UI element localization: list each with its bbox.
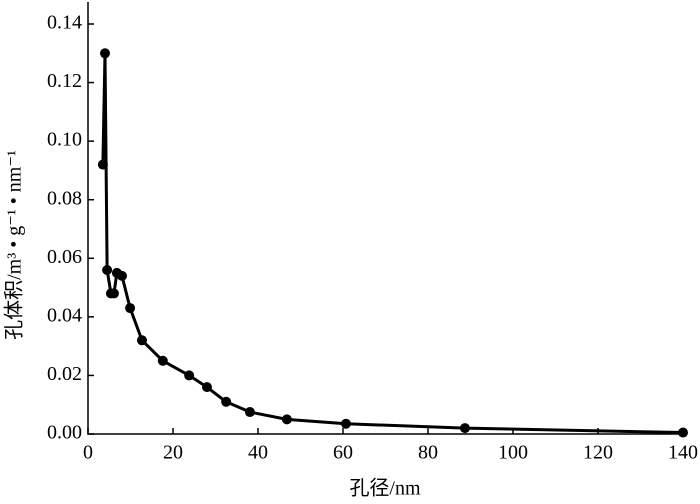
y-tick-label: 0.10 xyxy=(47,129,82,151)
y-tick-label: 0.06 xyxy=(47,246,82,268)
x-tick-label: 0 xyxy=(83,442,93,464)
x-tick-label: 100 xyxy=(498,442,528,464)
point xyxy=(202,382,212,393)
x-tick-label: 20 xyxy=(163,442,183,464)
point xyxy=(281,414,292,425)
point xyxy=(184,370,195,381)
y-tick-label: 0.04 xyxy=(47,304,82,326)
point xyxy=(102,265,113,275)
point xyxy=(340,418,351,429)
point xyxy=(157,355,168,366)
point xyxy=(100,48,110,59)
point xyxy=(108,288,119,299)
point xyxy=(459,423,470,434)
point xyxy=(125,303,136,314)
y-tick-label: 0.00 xyxy=(47,422,82,444)
y-axis-label: 孔体积/m³ • g⁻¹ • nm⁻¹ xyxy=(3,150,26,340)
x-tick-label: 140 xyxy=(668,442,698,464)
x-axis-label: 孔径/nm xyxy=(349,477,421,500)
x-tick-label: 40 xyxy=(248,442,268,464)
y-tick-label: 0.14 xyxy=(47,12,82,34)
y-tick-label: 0.02 xyxy=(47,363,82,385)
x-tick-label: 80 xyxy=(418,442,438,464)
point xyxy=(678,427,688,438)
point xyxy=(117,270,127,281)
point xyxy=(244,407,255,418)
y-tick-label: 0.08 xyxy=(47,187,82,209)
point xyxy=(136,335,147,346)
x-tick-label: 120 xyxy=(583,442,613,464)
y-tick-label: 0.12 xyxy=(47,70,82,92)
point xyxy=(221,396,232,407)
point xyxy=(97,159,108,170)
x-tick-label: 60 xyxy=(333,442,353,464)
